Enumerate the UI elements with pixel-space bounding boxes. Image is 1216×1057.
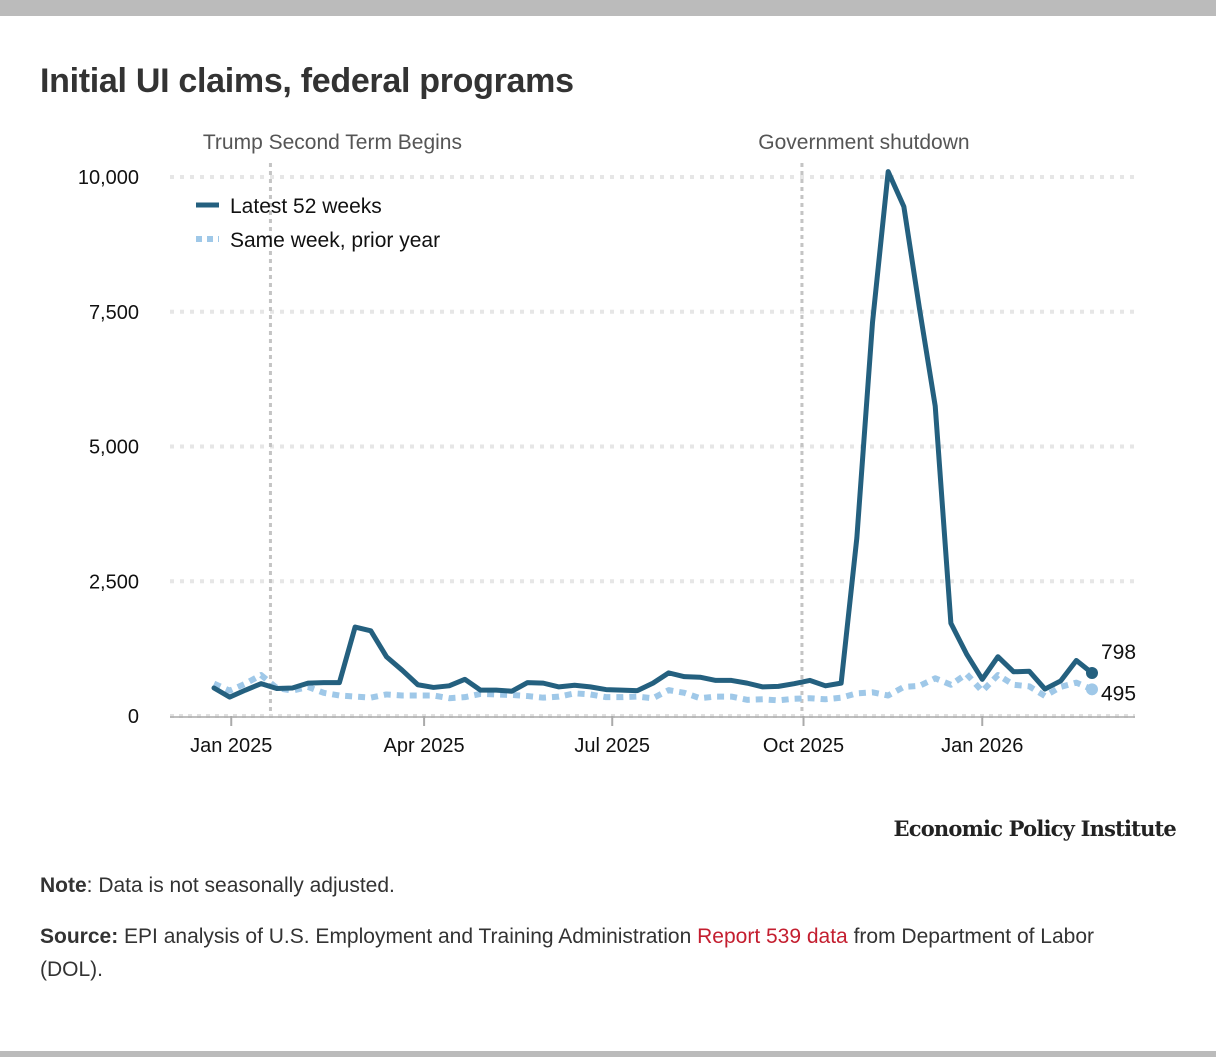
note-label: Note	[40, 874, 87, 897]
legend-label-prior: Same week, prior year	[230, 229, 440, 252]
source-label: Source:	[40, 925, 119, 948]
legend-label-latest: Latest 52 weeks	[230, 195, 382, 218]
x-tick-label: Jan 2026	[941, 735, 1023, 757]
x-tick-label: Jan 2025	[190, 735, 272, 757]
x-tick-label: Oct 2025	[763, 735, 844, 757]
x-tick-label: Apr 2025	[384, 735, 465, 757]
y-tick-label: 2,500	[89, 571, 139, 593]
y-tick-label: 10,000	[78, 167, 139, 189]
note: Note: Data is not seasonally adjusted.	[40, 874, 395, 898]
source-text-before: EPI analysis of U.S. Employment and Trai…	[118, 925, 698, 948]
epi-logo: Economic Policy Institute	[893, 816, 1177, 841]
end-value-label: 798	[1101, 641, 1136, 664]
y-tick-label: 0	[128, 706, 139, 728]
gridlines: 0 2,500 5,000 7,500 10,000	[78, 167, 1135, 728]
top-border	[0, 0, 1216, 16]
report-539-link[interactable]: Report 539 data	[697, 925, 848, 948]
note-text: : Data is not seasonally adjusted.	[86, 874, 395, 897]
annotations: Trump Second Term Begins Government shutd…	[203, 131, 970, 716]
axes: Jan 2025 Apr 2025 Jul 2025 Oct 2025 Jan 2026	[170, 714, 1135, 757]
source: Source: EPI analysis of U.S. Employment …	[40, 920, 1100, 986]
chart-title: Initial UI claims, federal programs	[40, 62, 574, 100]
source-text-after: from Department of Labor (DOL).	[40, 925, 1095, 981]
x-tick-label: Jul 2025	[574, 735, 650, 757]
chart-area: 0 2,500 5,000 7,500 10,000 Trump Second Term…	[78, 131, 1136, 757]
y-tick-label: 7,500	[89, 302, 139, 324]
annotation-label: Government shutdown	[758, 131, 969, 154]
series-group: 495 798	[211, 169, 1136, 705]
legend: Latest 52 weeks Same week, prior year	[196, 195, 440, 252]
end-point-marker	[1086, 683, 1098, 696]
y-tick-label: 5,000	[89, 437, 139, 459]
end-value-label: 495	[1101, 682, 1136, 705]
series-line-prior	[212, 670, 1094, 704]
bottom-border	[0, 1051, 1216, 1057]
end-point-marker	[1086, 666, 1098, 679]
annotation-label: Trump Second Term Begins	[203, 131, 462, 154]
